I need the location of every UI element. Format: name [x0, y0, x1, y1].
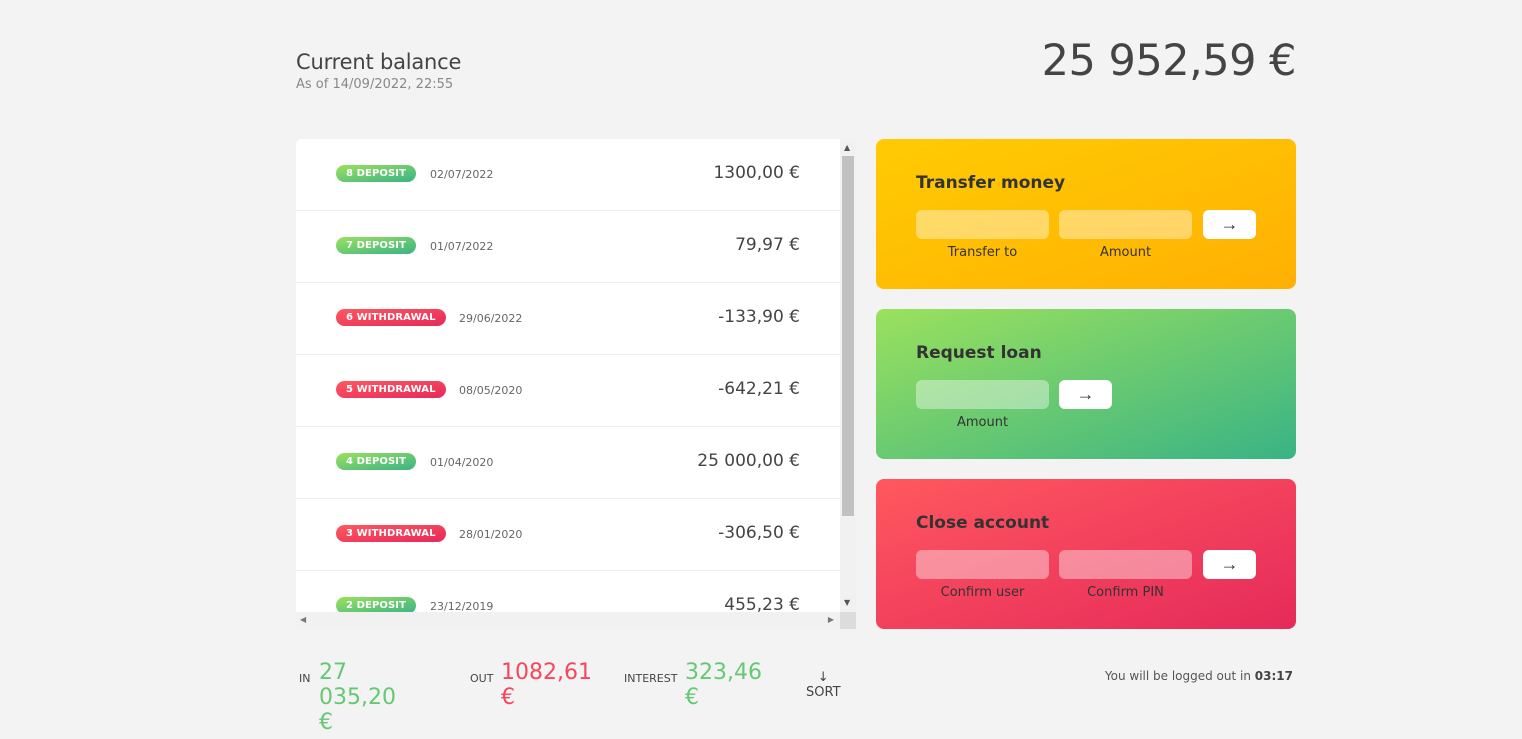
vertical-scroll-thumb[interactable]	[842, 156, 854, 516]
balance-date: 14/09/2022, 22:55	[332, 77, 454, 92]
movement-value: -133,90 €	[718, 307, 800, 327]
balance-value: 25 952,59 €	[1041, 36, 1297, 86]
movement-type-badge: 2 deposit	[336, 597, 417, 612]
movement-date: 28/01/2020	[459, 528, 523, 541]
transfer-amount-input[interactable]	[1059, 210, 1192, 239]
confirm-pin-input[interactable]	[1059, 550, 1192, 579]
movement-row: 8 deposit 02/07/2022 1300,00 €	[296, 139, 840, 211]
horizontal-scrollbar[interactable]: ◀ ▶	[296, 612, 840, 629]
loan-submit-button[interactable]: →	[1059, 380, 1112, 409]
movement-type-badge: 5 withdrawal	[336, 381, 446, 398]
scroll-left-arrow-icon[interactable]: ◀	[300, 615, 307, 624]
movement-row: 6 withdrawal 29/06/2022 -133,90 €	[296, 283, 840, 355]
transfer-amount-label: Amount	[1099, 245, 1152, 260]
movement-date: 23/12/2019	[430, 600, 494, 612]
close-account-panel: Close account → Confirm user Confirm PIN	[876, 479, 1296, 629]
movement-row: 2 deposit 23/12/2019 455,23 €	[296, 571, 840, 612]
transfer-submit-button[interactable]: →	[1203, 210, 1256, 239]
transfer-to-input[interactable]	[916, 210, 1049, 239]
movement-value: 1300,00 €	[713, 163, 800, 183]
summary-in-label: In	[299, 672, 311, 685]
scrollbar-corner	[840, 612, 856, 629]
balance-header: Current balance As of 14/09/2022, 22:55	[296, 50, 461, 92]
loan-amount-label: Amount	[956, 415, 1009, 430]
close-submit-button[interactable]: →	[1203, 550, 1256, 579]
vertical-scrollbar[interactable]: ▲ ▼	[840, 139, 856, 612]
movement-date: 02/07/2022	[430, 168, 494, 181]
request-loan-panel: Request loan → Amount	[876, 309, 1296, 459]
scroll-down-arrow-icon[interactable]: ▼	[844, 598, 851, 607]
movement-value: 79,97 €	[735, 235, 800, 255]
summary-in-value: 27 035,20 €	[319, 660, 396, 735]
movement-value: 455,23 €	[724, 595, 800, 612]
summary-interest-value: 323,46 €	[685, 660, 762, 710]
movement-row: 4 deposit 01/04/2020 25 000,00 €	[296, 427, 840, 499]
movements-panel: 8 deposit 02/07/2022 1300,00 € 7 deposit…	[296, 139, 856, 629]
movement-date: 29/06/2022	[459, 312, 523, 325]
transfer-to-label: Transfer to	[947, 245, 1018, 260]
movement-value: -642,21 €	[718, 379, 800, 399]
scroll-up-arrow-icon[interactable]: ▲	[844, 143, 851, 152]
movements-list[interactable]: 8 deposit 02/07/2022 1300,00 € 7 deposit…	[296, 139, 840, 612]
logout-timer-text: You will be logged out in 03:17	[1105, 669, 1293, 683]
balance-date-prefix: As of	[296, 77, 329, 92]
movement-row: 5 withdrawal 08/05/2020 -642,21 €	[296, 355, 840, 427]
movement-value: -306,50 €	[718, 523, 800, 543]
sort-button[interactable]: ↓ SORT	[806, 670, 841, 700]
balance-date-line: As of 14/09/2022, 22:55	[296, 77, 461, 92]
loan-title: Request loan	[916, 343, 1042, 363]
movement-type-badge: 8 deposit	[336, 165, 417, 182]
confirm-pin-label: Confirm PIN	[1087, 585, 1164, 600]
close-title: Close account	[916, 513, 1050, 533]
movement-type-badge: 4 deposit	[336, 453, 417, 470]
scroll-right-arrow-icon[interactable]: ▶	[827, 615, 834, 624]
transfer-money-panel: Transfer money → Transfer to Amount	[876, 139, 1296, 289]
confirm-user-input[interactable]	[916, 550, 1049, 579]
movement-row: 3 withdrawal 28/01/2020 -306,50 €	[296, 499, 840, 571]
movement-type-badge: 3 withdrawal	[336, 525, 446, 542]
movement-value: 25 000,00 €	[697, 451, 800, 471]
loan-amount-input[interactable]	[916, 380, 1049, 409]
summary-out-label: Out	[470, 672, 494, 685]
movement-row: 7 deposit 01/07/2022 79,97 €	[296, 211, 840, 283]
movement-date: 01/04/2020	[430, 456, 494, 469]
transfer-title: Transfer money	[916, 173, 1066, 193]
confirm-user-label: Confirm user	[940, 585, 1025, 600]
logout-message: You will be logged out in	[1104, 669, 1251, 683]
movement-type-badge: 7 deposit	[336, 237, 417, 254]
movement-type-badge: 6 withdrawal	[336, 309, 446, 326]
summary-interest-label: Interest	[624, 672, 678, 685]
summary-out-value: 1082,61 €	[501, 660, 592, 710]
balance-title: Current balance	[296, 50, 462, 74]
logout-timer: 03:17	[1254, 669, 1293, 683]
movement-date: 01/07/2022	[430, 240, 494, 253]
movement-date: 08/05/2020	[459, 384, 523, 397]
